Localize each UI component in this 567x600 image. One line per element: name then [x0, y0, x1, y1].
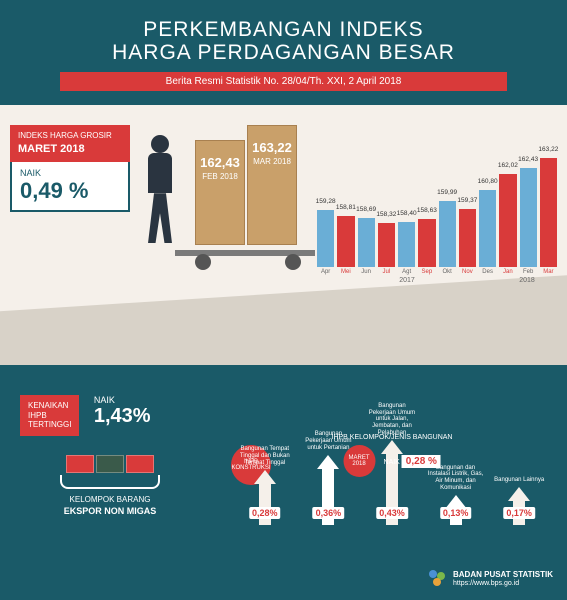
naik-ekspor: NAIK 1,43%: [94, 395, 151, 428]
bar: 158,32 Jul: [378, 223, 395, 275]
title: PERKEMBANGAN INDEKSHARGA PERDAGANGAN BES…: [0, 18, 567, 64]
bar: 159,99 Okt: [439, 201, 456, 276]
bar: 163,22 Mar: [540, 158, 557, 276]
bps-logo-icon: [427, 568, 447, 590]
worker-illustration: [130, 135, 190, 255]
bar: 158,81 Mei: [337, 216, 354, 275]
naik-box: NAIK 0,49 %: [10, 162, 130, 212]
box-feb: 162,43 FEB 2018: [195, 140, 245, 245]
naik-bottom: NAIK 0,28 %: [384, 456, 441, 467]
year-axis: 2017 2018: [317, 277, 557, 284]
arrow-col: Bangunan Tempat Tinggal dan Bukan Tempat…: [237, 438, 293, 525]
container-icon: [66, 455, 94, 473]
value-boxes: 162,43 FEB 2018 163,22 MAR 2018: [195, 125, 305, 245]
bar: 159,37 Nov: [459, 209, 476, 275]
konstruksi-chart: IHPB KONSTRUKSI Bangunan Tempat Tinggal …: [237, 375, 547, 525]
box-mar: 163,22 MAR 2018: [247, 125, 297, 245]
lower-panel: KENAIKANIHPBTERTINGGI NAIK 1,43% KELOMPO…: [0, 365, 567, 600]
left-lower: KENAIKANIHPBTERTINGGI NAIK 1,43%: [20, 395, 220, 436]
cart: [175, 250, 315, 256]
basket: KELOMPOK BARANGEKSPOR NON MIGAS: [50, 455, 170, 517]
upper-panel: INDEKS HARGA GROSIR MARET 2018 NAIK 0,49…: [0, 105, 567, 365]
container-icon: [96, 455, 124, 473]
bar: 158,69 Jun: [358, 218, 375, 275]
tertinggi-badge: KENAIKANIHPBTERTINGGI: [20, 395, 79, 436]
grosir-box: INDEKS HARGA GROSIR MARET 2018 NAIK 0,49…: [10, 125, 130, 212]
bottom-bar: IHPB KELOMPOK/JENIS BANGUNAN MARET 2018 …: [332, 434, 453, 477]
header: PERKEMBANGAN INDEKSHARGA PERDAGANGAN BES…: [0, 0, 567, 95]
bar: 158,40 Agt: [398, 222, 415, 275]
container-icon: [126, 455, 154, 473]
bottom-line: IHPB KELOMPOK/JENIS BANGUNAN: [332, 434, 453, 441]
maret-circle: MARET 2018: [343, 445, 375, 477]
bar: 162,02 Jan: [499, 174, 516, 276]
subtitle: Berita Resmi Statistik No. 28/04/Th. XXI…: [60, 72, 507, 91]
arrow-col: Bangunan Lainnya 0,17%: [491, 455, 547, 525]
bar: 158,63 Sep: [418, 219, 435, 275]
bar: 160,80 Des: [479, 190, 496, 275]
bps-footer: BADAN PUSAT STATISTIKhttps://www.bps.go.…: [427, 568, 553, 590]
bar-chart: 159,28 Apr158,81 Mei158,69 Jun158,32 Jul…: [317, 145, 557, 315]
naik-label: NAIK: [20, 168, 120, 178]
naik-value: 0,49 %: [20, 178, 120, 204]
bar: 159,28 Apr: [317, 210, 334, 275]
grosir-label: INDEKS HARGA GROSIR MARET 2018: [10, 125, 130, 162]
bar: 162,43 Feb: [520, 168, 537, 275]
basket-label: KELOMPOK BARANGEKSPOR NON MIGAS: [50, 495, 170, 517]
